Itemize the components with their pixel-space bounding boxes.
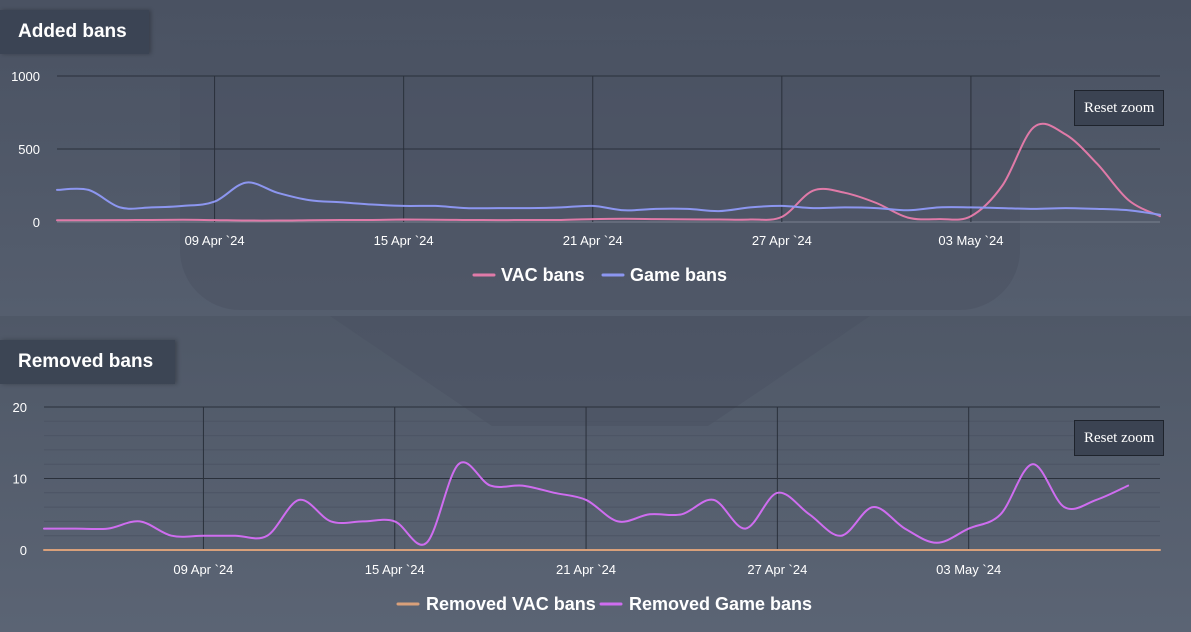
added-bans-chart[interactable]: 0 500 1000 09 Apr `24 15 Apr `24 21 Apr `24 27… [0, 0, 1191, 316]
legend-item-removed-vac-bans[interactable]: Removed VAC bans [396, 594, 596, 614]
legend-label: Game bans [630, 265, 727, 285]
x-tick-label: 27 Apr `24 [752, 233, 812, 248]
y-tick-label: 0 [20, 543, 27, 558]
reset-zoom-button[interactable]: Reset zoom [1074, 90, 1165, 126]
x-tick-label: 03 May `24 [936, 562, 1001, 577]
x-tick-label: 09 Apr `24 [173, 562, 233, 577]
legend-label: VAC bans [501, 265, 585, 285]
x-tick-label: 15 Apr `24 [374, 233, 434, 248]
legend-item-removed-game-bans[interactable]: Removed Game bans [599, 594, 812, 614]
removed-bans-chart[interactable]: 0 10 20 09 Apr `24 15 Apr `24 21 Apr `24 27 Ap… [0, 316, 1191, 632]
removed-bans-title: Removed bans [0, 340, 176, 384]
background-decoration [180, 40, 1020, 310]
x-tick-label: 03 May `24 [938, 233, 1003, 248]
added-bans-title: Added bans [0, 10, 149, 54]
x-tick-label: 09 Apr `24 [185, 233, 245, 248]
y-tick-label: 500 [18, 142, 40, 157]
x-tick-label: 21 Apr `24 [556, 562, 616, 577]
x-tick-label: 21 Apr `24 [563, 233, 623, 248]
legend-item-game-bans[interactable]: Game bans [601, 265, 727, 285]
series-line-removed-game-bans[interactable] [43, 461, 1130, 546]
y-tick-label: 0 [33, 215, 40, 230]
y-tick-label: 20 [13, 400, 27, 415]
legend-item-vac-bans[interactable]: VAC bans [472, 265, 585, 285]
series-line-vac-bans[interactable] [56, 122, 1161, 222]
legend-label: Removed Game bans [629, 594, 812, 614]
series-line-game-bans[interactable] [56, 181, 1161, 216]
reset-zoom-button[interactable]: Reset zoom [1074, 420, 1165, 456]
y-tick-label: 1000 [11, 69, 40, 84]
x-tick-label: 27 Apr `24 [747, 562, 807, 577]
x-tick-label: 15 Apr `24 [365, 562, 425, 577]
legend-label: Removed VAC bans [426, 594, 596, 614]
y-tick-label: 10 [13, 472, 27, 487]
